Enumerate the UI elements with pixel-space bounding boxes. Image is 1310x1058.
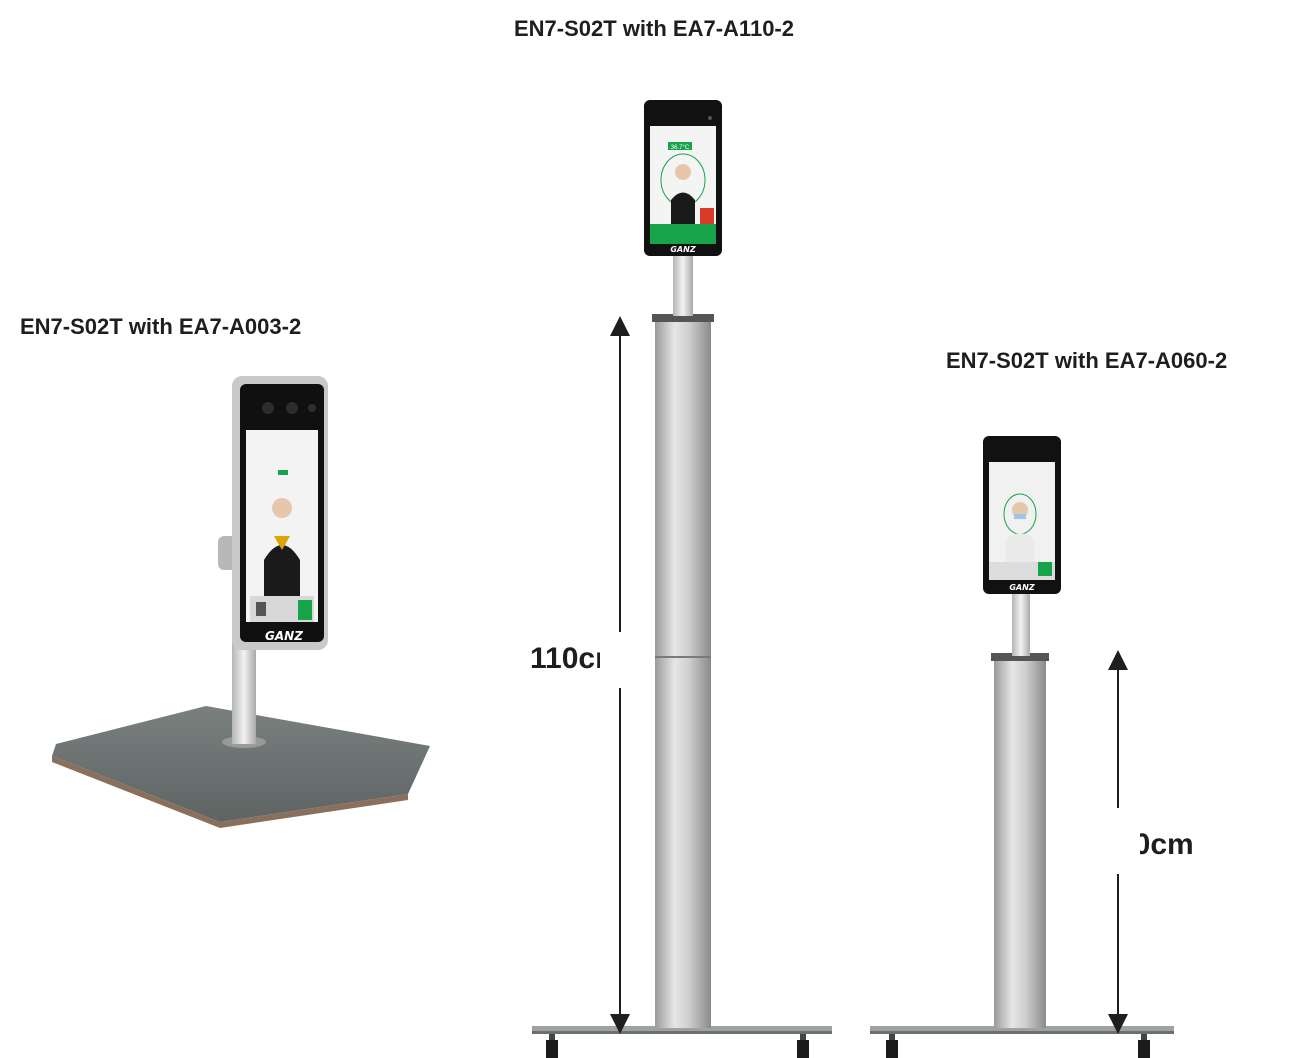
center-brand-logo: GANZ: [670, 245, 695, 254]
center-neck: [673, 254, 693, 316]
right-neck: [1012, 590, 1030, 656]
left-base-plate: [52, 706, 430, 822]
center-stand: 36.7°C GANZ: [532, 100, 832, 1058]
center-base-plate: [532, 1026, 832, 1032]
center-pole: [655, 318, 711, 1028]
center-product-caption: EN7-S02T with EA7-A110-2: [514, 16, 794, 41]
right-base-plate: [870, 1026, 1174, 1032]
center-temperature-readout: 36.7°C: [671, 145, 690, 151]
right-stand: GANZ: [870, 436, 1174, 1058]
left-desktop-stand: GANZ: [52, 376, 430, 828]
right-brand-logo: GANZ: [1009, 583, 1034, 592]
right-product-caption: EN7-S02T with EA7-A060-2: [946, 348, 1228, 373]
left-product-caption: EN7-S02T with EA7-A003-2: [20, 314, 302, 339]
right-pole: [994, 658, 1046, 1028]
left-brand-logo: GANZ: [265, 629, 303, 643]
